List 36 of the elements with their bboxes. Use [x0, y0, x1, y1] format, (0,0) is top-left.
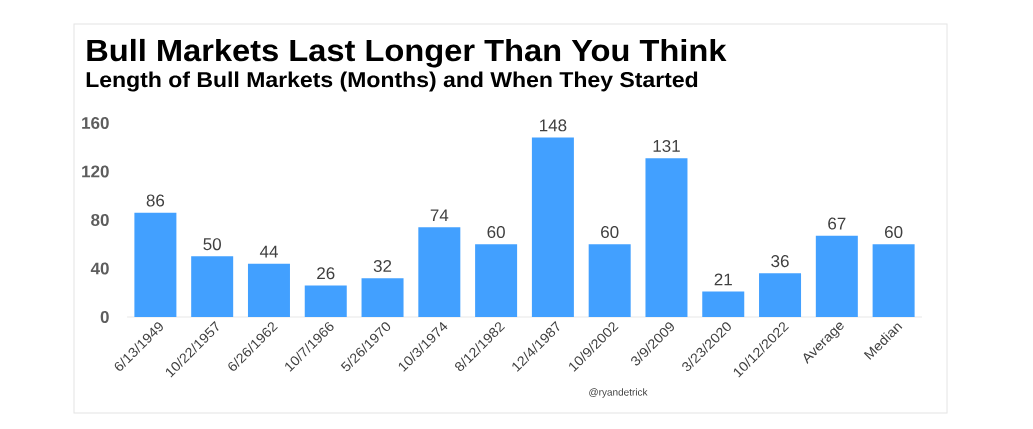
- bar: [702, 291, 745, 317]
- data-label: 148: [540, 119, 567, 132]
- bar: [247, 263, 290, 317]
- chart-title: Bull Markets Last Longer Than You Think: [87, 38, 727, 68]
- data-label: 131: [653, 139, 680, 152]
- y-tick-label: 0: [100, 310, 109, 324]
- data-label: 60: [487, 226, 505, 239]
- data-label: 86: [146, 194, 165, 207]
- data-label: 44: [259, 245, 278, 258]
- bar: [588, 244, 631, 317]
- text: @ryandetrick: [589, 388, 648, 398]
- data-label: 67: [828, 217, 846, 230]
- y-tick-label: 160: [82, 116, 109, 130]
- bar: [361, 278, 404, 317]
- data-label: 60: [885, 226, 903, 239]
- data-label: 21: [714, 273, 732, 286]
- bar: [304, 285, 347, 317]
- data-label: 26: [317, 267, 335, 280]
- y-tick-label: 120: [82, 165, 109, 178]
- data-label: 74: [430, 209, 449, 222]
- data-label: 50: [203, 238, 221, 251]
- y-tick-label: 80: [91, 213, 109, 227]
- bar: [191, 256, 234, 317]
- bar: [531, 137, 574, 317]
- chart-subtitle: Length of Bull Markets (Months) and When They Started: [86, 71, 698, 92]
- bar: [645, 158, 688, 317]
- bar: [475, 244, 518, 317]
- bar: [134, 212, 177, 317]
- y-tick-label: 40: [90, 262, 109, 275]
- bar: [815, 235, 858, 317]
- bar: [872, 244, 915, 317]
- bar: [759, 273, 802, 317]
- data-label: 36: [771, 255, 789, 268]
- data-label: 32: [373, 259, 392, 273]
- data-label: 60: [601, 226, 619, 239]
- bar: [418, 227, 461, 317]
